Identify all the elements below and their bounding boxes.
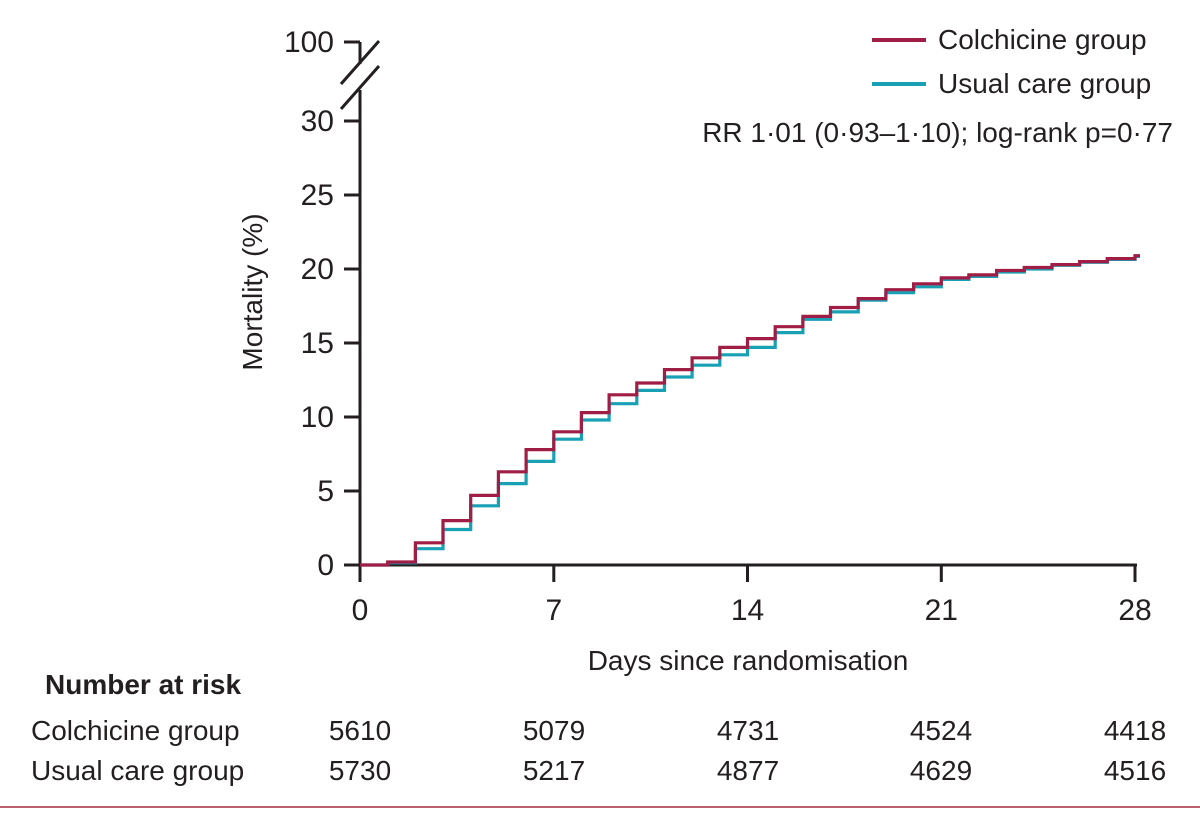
x-tick-label: 14 [731, 594, 764, 627]
y-tick-label: 20 [301, 253, 334, 286]
x-tick-label: 0 [352, 594, 369, 627]
usual-care-line-swatch [872, 82, 926, 86]
risk-value: 4524 [909, 715, 973, 746]
y-axis-break-label: 100 [284, 26, 334, 59]
curve-colchicine-group [360, 254, 1140, 567]
footer-rule [0, 806, 1200, 808]
curve-usual-care-group [360, 254, 1140, 567]
risk-row-label-colchicine: Colchicine group [31, 715, 240, 746]
risk-value: 5217 [522, 755, 586, 786]
y-axis-label: Mortality (%) [237, 213, 268, 371]
risk-value: 4516 [1103, 755, 1167, 786]
risk-row-label-usual-care: Usual care group [31, 755, 245, 786]
y-tick-label: 30 [301, 105, 334, 138]
y-tick-label: 0 [317, 549, 334, 582]
y-tick-label: 10 [301, 401, 334, 434]
number-at-risk-header: Number at risk [45, 669, 242, 700]
risk-value: 4418 [1103, 715, 1167, 746]
x-tick-label: 7 [545, 594, 562, 627]
legend-label-usual-care: Usual care group [938, 68, 1152, 99]
y-tick-label: 25 [301, 179, 334, 212]
risk-value: 5610 [328, 715, 392, 746]
risk-value: 4877 [716, 755, 780, 786]
legend-label-colchicine: Colchicine group [938, 24, 1147, 55]
y-tick-label: 15 [301, 327, 334, 360]
x-tick-label: 21 [925, 594, 958, 627]
risk-value: 4731 [716, 715, 780, 746]
rr-logrank-annotation: RR 1·01 (0·93–1·10); log-rank p=0·77 [702, 117, 1173, 148]
legend-item-usual-care: Usual care group [872, 68, 1151, 100]
x-tick-label: 28 [1118, 594, 1151, 627]
x-axis-label: Days since randomisation [587, 645, 909, 676]
risk-value: 4629 [909, 755, 973, 786]
legend-item-colchicine: Colchicine group [872, 24, 1147, 56]
colchicine-line-swatch [872, 38, 926, 42]
y-tick-label: 5 [317, 475, 334, 508]
risk-value: 5079 [522, 715, 586, 746]
axis-break-slash [339, 65, 381, 110]
axis-break-slash [339, 40, 381, 85]
risk-value: 5730 [328, 755, 392, 786]
